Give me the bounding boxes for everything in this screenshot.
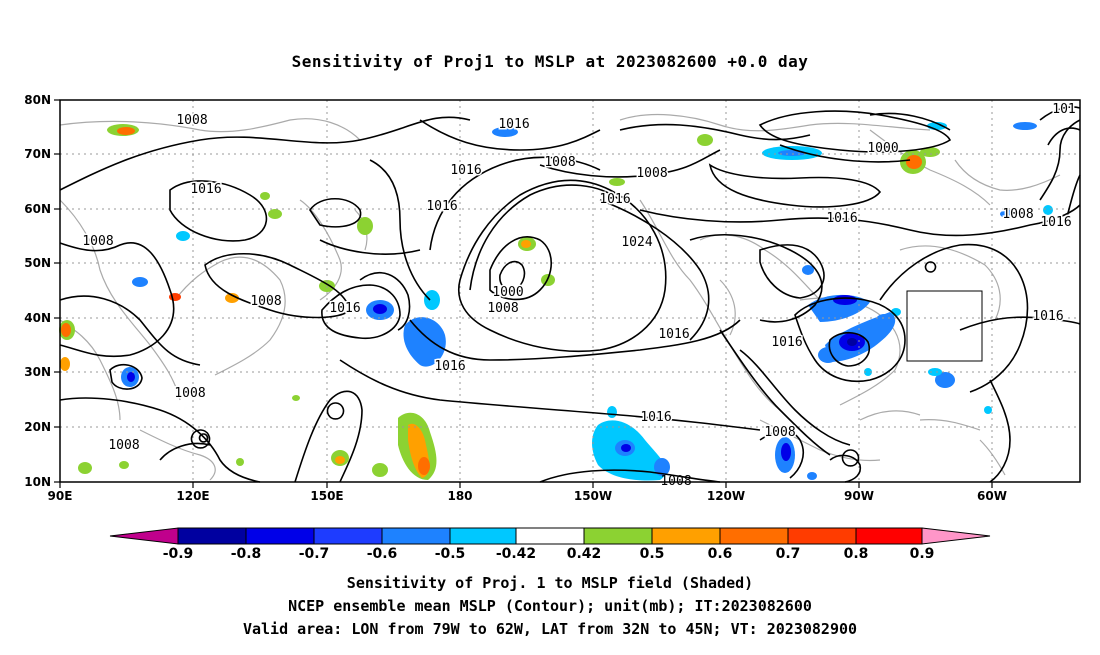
lat-label: 80N (24, 93, 51, 107)
lat-label: 50N (24, 256, 51, 270)
colorbar-segment (583, 527, 653, 545)
lon-labels: 90E 120E 150E 180 150W 120W 90W 60W (48, 489, 1007, 503)
contour-label: 101 (1052, 102, 1075, 117)
contour-label: 1016 (498, 117, 529, 132)
shading (59, 122, 1053, 481)
lon-label: 150W (574, 489, 612, 503)
lon-label: 60W (977, 489, 1007, 503)
contour-label: 1008 (636, 166, 667, 181)
contour-label: 1016 (658, 327, 689, 342)
colorbar-segment (245, 527, 315, 545)
contour-label: 1024 (621, 235, 652, 250)
colorbar-label: 0.42 (567, 546, 602, 562)
colorbar-segment (515, 527, 585, 545)
colorbar-segment (313, 527, 383, 545)
lat-label: 40N (24, 311, 51, 325)
colorbar-label: -0.42 (496, 546, 536, 562)
lon-label: 90E (48, 489, 73, 503)
lat-label: 10N (24, 475, 51, 489)
coastlines (59, 113, 1061, 481)
colorbar-label: -0.7 (299, 546, 330, 562)
contour-label: 1008 (1002, 207, 1033, 222)
colorbar-label: -0.5 (435, 546, 466, 562)
colorbar-label: 0.8 (844, 546, 869, 562)
colorbar-high-arrow (921, 527, 991, 545)
contour-label: 1016 (329, 301, 360, 316)
colorbar-label: -0.8 (231, 546, 262, 562)
lat-labels: 80N 70N 60N 50N 40N 30N 20N 10N (24, 93, 51, 489)
contour-label: 1008 (174, 386, 205, 401)
lat-label: 60N (24, 202, 51, 216)
contour-label: 1016 (1032, 309, 1063, 324)
caption-line-3: Valid area: LON from 79W to 62W, LAT fro… (243, 620, 857, 638)
colorbar-segment (719, 527, 789, 545)
mslp-contours (59, 106, 1081, 483)
colorbar-label: -0.6 (367, 546, 398, 562)
colorbar-segment (787, 527, 857, 545)
lon-label: 180 (447, 489, 472, 503)
contour-label: 1008 (250, 294, 281, 309)
colorbar-label: 0.7 (776, 546, 801, 562)
contour-labels: 1008 1016 1016 1008 1016 1008 1016 1008 … (81, 101, 1077, 490)
colorbar-segment (177, 527, 247, 545)
caption-line-2: NCEP ensemble mean MSLP (Contour); unit(… (288, 597, 812, 615)
lon-label: 90W (844, 489, 874, 503)
colorbar-segment (381, 527, 451, 545)
figure-title: Sensitivity of Proj1 to MSLP at 20230826… (292, 52, 809, 71)
contour-label: 1016 (426, 199, 457, 214)
colorbar-label: 0.9 (910, 546, 935, 562)
contour-label: 1008 (176, 113, 207, 128)
colorbar-label: -0.9 (163, 546, 194, 562)
contour-label: 1016 (1040, 215, 1071, 230)
map-panel: 1008 1016 1016 1008 1016 1008 1016 1008 … (24, 93, 1081, 503)
colorbar-segment (449, 527, 517, 545)
lon-label: 150E (310, 489, 343, 503)
lat-label: 20N (24, 420, 51, 434)
caption: Sensitivity of Proj. 1 to MSLP field (Sh… (243, 574, 857, 638)
colorbar-label: 0.5 (640, 546, 665, 562)
map-frame (59, 99, 1081, 483)
lat-label: 70N (24, 147, 51, 161)
grid-lines (60, 100, 1080, 482)
contour-label: 1000 (867, 141, 898, 156)
contour-label: 1016 (434, 359, 465, 374)
contour-label: 1016 (190, 182, 221, 197)
contour-label: 1016 (450, 163, 481, 178)
contour-label: 1000 (492, 285, 523, 300)
axis-ticks (54, 99, 993, 488)
caption-line-1: Sensitivity of Proj. 1 to MSLP field (Sh… (347, 574, 753, 592)
lat-label: 30N (24, 365, 51, 379)
colorbar-low-arrow (109, 527, 179, 545)
contour-label: 1016 (640, 410, 671, 425)
contour-label: 1008 (82, 234, 113, 249)
lon-label: 120W (707, 489, 745, 503)
colorbar: -0.9 -0.8 -0.7 -0.6 -0.5 -0.42 0.42 0.5 … (109, 527, 991, 562)
contour-label: 1016 (826, 211, 857, 226)
contour-label: 1016 (599, 192, 630, 207)
contour-label: 1016 (771, 335, 802, 350)
colorbar-segment (855, 527, 923, 545)
valid-area-box (906, 290, 983, 362)
contour-label: 1008 (108, 438, 139, 453)
contour-label: 1008 (764, 425, 795, 440)
lon-label: 120E (176, 489, 209, 503)
contour-label: 1008 (487, 301, 518, 316)
colorbar-segment (651, 527, 721, 545)
colorbar-label: 0.6 (708, 546, 733, 562)
contour-label: 1008 (544, 155, 575, 170)
